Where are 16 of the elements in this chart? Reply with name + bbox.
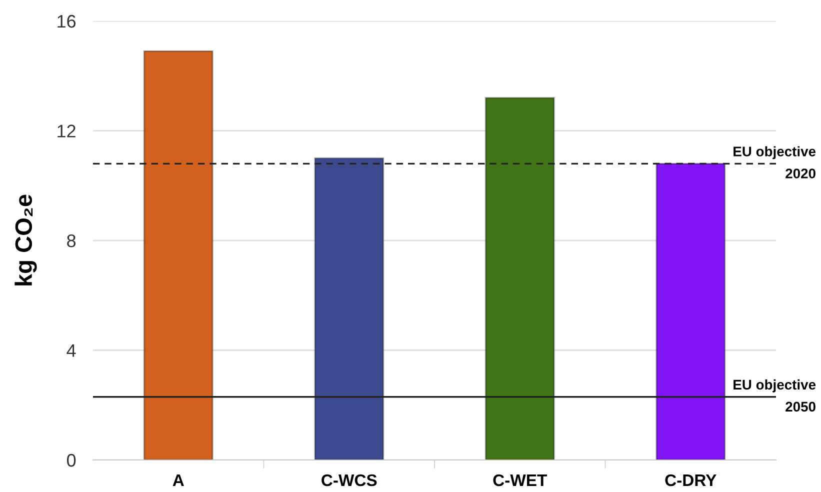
x-tick-label: C-WCS [322, 474, 377, 486]
x-tick-label: A [172, 474, 184, 486]
y-tick-label: 12 [58, 124, 76, 138]
bar [656, 162, 726, 460]
ref-line-label: EU objective 2050 [734, 379, 816, 412]
x-tick-label: C-DRY [665, 474, 716, 486]
x-tick-label: C-WET [493, 474, 548, 486]
bar [143, 50, 214, 460]
ref-line-label: EU objective 2020 [734, 146, 816, 178]
y-tick-label: 4 [66, 344, 76, 357]
y-tick-label: 16 [58, 14, 76, 28]
y-axis-title: kg CO₂e [14, 194, 37, 286]
y-tick-label: 8 [67, 234, 76, 248]
bar [314, 157, 384, 460]
y-tick-label: 0 [67, 454, 76, 467]
bar [484, 96, 555, 460]
